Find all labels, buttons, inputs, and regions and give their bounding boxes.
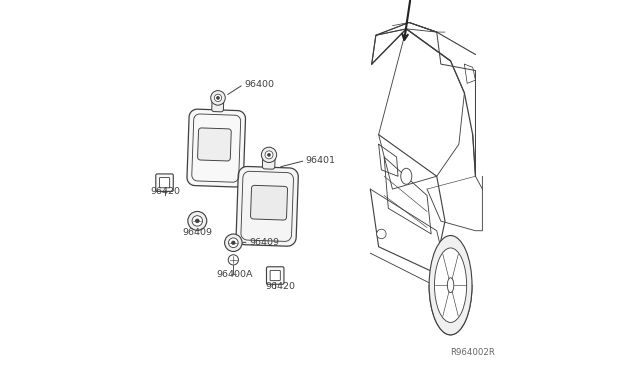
Text: 96400: 96400 bbox=[244, 80, 274, 89]
Circle shape bbox=[377, 229, 386, 239]
Circle shape bbox=[225, 234, 242, 251]
Polygon shape bbox=[236, 167, 298, 246]
FancyBboxPatch shape bbox=[159, 177, 170, 188]
Circle shape bbox=[228, 255, 239, 265]
Text: R964002R: R964002R bbox=[450, 348, 495, 357]
Text: 96409: 96409 bbox=[182, 228, 212, 237]
Polygon shape bbox=[187, 109, 246, 187]
Circle shape bbox=[216, 96, 220, 99]
Circle shape bbox=[265, 151, 273, 159]
Polygon shape bbox=[250, 185, 287, 220]
Circle shape bbox=[261, 147, 276, 163]
Text: 96409: 96409 bbox=[249, 238, 279, 247]
FancyBboxPatch shape bbox=[266, 267, 284, 284]
Circle shape bbox=[228, 238, 238, 247]
Circle shape bbox=[268, 153, 271, 156]
Text: 96420: 96420 bbox=[150, 187, 180, 196]
FancyBboxPatch shape bbox=[270, 270, 280, 280]
Polygon shape bbox=[262, 155, 275, 169]
Circle shape bbox=[232, 241, 235, 244]
Circle shape bbox=[214, 94, 221, 102]
Polygon shape bbox=[212, 98, 224, 112]
FancyBboxPatch shape bbox=[156, 174, 173, 192]
Circle shape bbox=[192, 216, 202, 226]
Ellipse shape bbox=[401, 168, 412, 184]
Ellipse shape bbox=[435, 248, 467, 323]
Circle shape bbox=[188, 211, 207, 230]
Circle shape bbox=[211, 91, 225, 105]
Ellipse shape bbox=[429, 235, 472, 335]
Text: 96420: 96420 bbox=[265, 282, 295, 291]
Ellipse shape bbox=[447, 278, 454, 293]
Polygon shape bbox=[198, 128, 231, 161]
Text: 96401: 96401 bbox=[306, 156, 336, 165]
Text: 96400A: 96400A bbox=[216, 270, 253, 279]
Circle shape bbox=[195, 219, 199, 223]
